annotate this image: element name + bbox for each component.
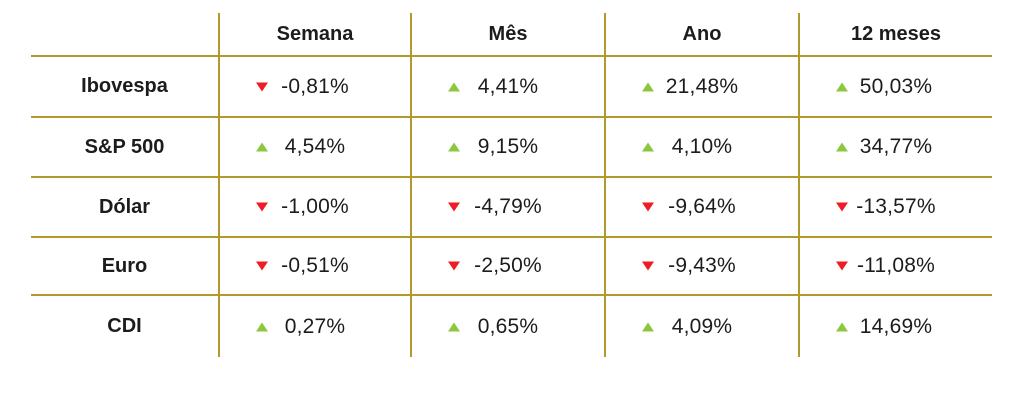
value-cell: 34,77%	[798, 118, 992, 178]
value-cell: 4,09%	[604, 296, 798, 357]
up-triangle-icon	[642, 322, 654, 331]
percent-value: -11,08%	[856, 254, 936, 277]
row-label-euro: Euro	[31, 238, 218, 296]
percent-value: 21,48%	[665, 74, 739, 98]
up-triangle-icon	[256, 322, 268, 331]
down-triangle-icon	[642, 261, 654, 271]
percent-value: -2,50%	[474, 254, 542, 277]
value-cell: -13,57%	[798, 178, 992, 238]
column-header-semana: Semana	[218, 13, 410, 57]
percent-value: -9,64%	[668, 195, 736, 218]
value-cell: 21,48%	[604, 57, 798, 118]
value-cell: -11,08%	[798, 238, 992, 296]
up-triangle-icon	[256, 142, 268, 152]
percent-value: 4,54%	[284, 135, 346, 158]
down-triangle-icon	[448, 261, 460, 271]
percent-value: -0,51%	[281, 254, 349, 277]
row-label-ibovespa: Ibovespa	[31, 57, 218, 118]
corner-cell	[31, 13, 218, 57]
down-triangle-icon	[256, 202, 268, 212]
value-cell: 0,65%	[410, 296, 604, 357]
row-label-cdi: CDI	[107, 315, 142, 337]
percent-value: -9,43%	[668, 254, 736, 277]
down-triangle-icon	[642, 202, 654, 212]
value-cell: 4,54%	[218, 118, 410, 178]
percent-value: 0,27%	[284, 314, 346, 338]
up-triangle-icon	[448, 322, 460, 331]
up-triangle-icon	[642, 82, 654, 91]
percent-value: -0,81%	[281, 74, 349, 98]
percent-value: 0,65%	[477, 314, 539, 338]
up-triangle-icon	[448, 82, 460, 91]
value-cell: -1,00%	[218, 178, 410, 238]
value-cell: 14,69%	[798, 296, 992, 357]
market-performance-table: Semana Mês Ano 12 meses Ibovespa -0,81% 4,…	[31, 13, 992, 357]
value-cell: -9,43%	[604, 238, 798, 296]
value-cell: -4,79%	[410, 178, 604, 238]
value-cell: -0,51%	[218, 238, 410, 296]
column-header-mes: Mês	[410, 13, 604, 57]
value-cell: 50,03%	[798, 57, 992, 118]
percent-value: 14,69%	[859, 314, 933, 338]
percent-value: 4,41%	[477, 74, 539, 98]
value-cell: -2,50%	[410, 238, 604, 296]
up-triangle-icon	[448, 142, 460, 152]
value-cell: -9,64%	[604, 178, 798, 238]
row-label-d-lar: Dólar	[31, 178, 218, 238]
percent-value: -4,79%	[474, 195, 542, 218]
value-cell: 0,27%	[218, 296, 410, 357]
percent-value: 4,10%	[671, 135, 733, 158]
down-triangle-icon	[256, 261, 268, 271]
down-triangle-icon	[448, 202, 460, 212]
column-header-12-meses: 12 meses	[798, 13, 992, 57]
down-triangle-icon	[836, 261, 848, 271]
percent-value: 9,15%	[477, 135, 539, 158]
value-cell: 9,15%	[410, 118, 604, 178]
down-triangle-icon	[836, 202, 848, 212]
value-cell: -0,81%	[218, 57, 410, 118]
value-cell: 4,41%	[410, 57, 604, 118]
percent-value: -13,57%	[856, 195, 936, 218]
percent-value: -1,00%	[281, 195, 349, 218]
percent-value: 4,09%	[671, 314, 733, 338]
value-cell: 4,10%	[604, 118, 798, 178]
column-header-ano: Ano	[604, 13, 798, 57]
row-label-s-p-500: S&P 500	[31, 118, 218, 178]
up-triangle-icon	[836, 322, 848, 331]
percent-value: 50,03%	[859, 74, 933, 98]
percent-value: 34,77%	[859, 135, 933, 158]
down-triangle-icon	[256, 82, 268, 91]
up-triangle-icon	[836, 142, 848, 152]
up-triangle-icon	[642, 142, 654, 152]
up-triangle-icon	[836, 82, 848, 91]
